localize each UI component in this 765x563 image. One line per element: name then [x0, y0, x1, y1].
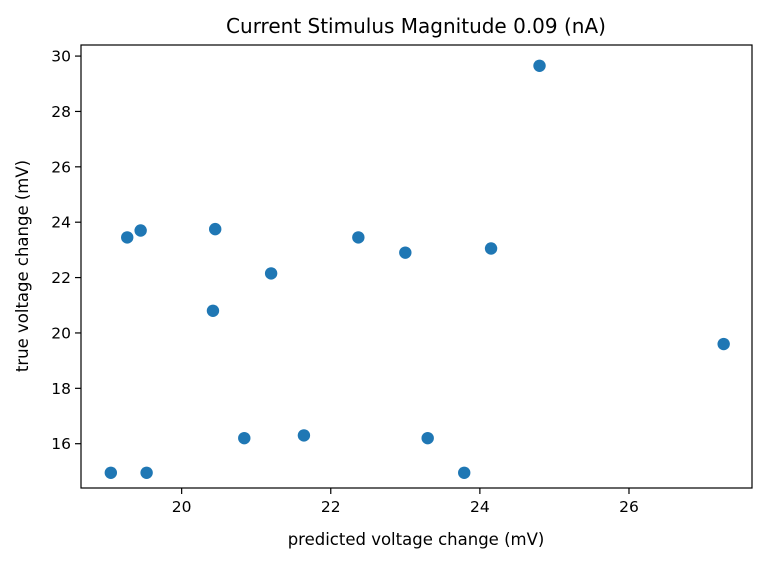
scatter-point — [140, 466, 153, 479]
scatter-point — [484, 242, 498, 255]
data-points — [104, 59, 730, 479]
scatter-point — [209, 222, 222, 236]
plot-area — [80, 44, 753, 489]
y-tick-label: 28 — [51, 103, 71, 121]
x-tick-label: 20 — [172, 498, 192, 516]
x-axis-label: predicted voltage change (mV) — [288, 530, 545, 549]
y-tick-label: 30 — [51, 48, 71, 66]
scatter-point — [421, 431, 434, 445]
scatter-point — [238, 431, 251, 445]
x-tick-label: 26 — [619, 498, 639, 516]
scatter-point — [134, 224, 147, 237]
y-tick-label: 20 — [51, 324, 71, 342]
scatter-point — [458, 466, 471, 479]
scatter-point — [533, 59, 546, 72]
y-axis-label: true voltage change (mV) — [13, 160, 32, 372]
scatter-point — [352, 231, 365, 244]
y-tick-label: 26 — [51, 158, 71, 176]
y-tick-label: 18 — [51, 380, 71, 398]
x-tick-label: 22 — [321, 498, 341, 516]
scatter-point — [297, 429, 311, 442]
y-axis-ticks: 16 18 20 22 24 26 28 30 — [51, 48, 81, 453]
y-tick-label: 22 — [51, 269, 71, 287]
scatter-point — [399, 246, 412, 259]
scatter-point — [104, 466, 118, 479]
x-axis-ticks: 20 22 24 26 — [172, 488, 639, 516]
scatter-point — [717, 337, 730, 351]
y-tick-label: 16 — [51, 435, 71, 453]
x-tick-label: 24 — [470, 498, 490, 516]
y-tick-label: 24 — [51, 214, 71, 232]
chart-title: Current Stimulus Magnitude 0.09 (nA) — [226, 14, 606, 38]
scatter-point — [264, 267, 278, 280]
scatter-point — [206, 304, 220, 317]
scatter-point — [121, 231, 134, 244]
